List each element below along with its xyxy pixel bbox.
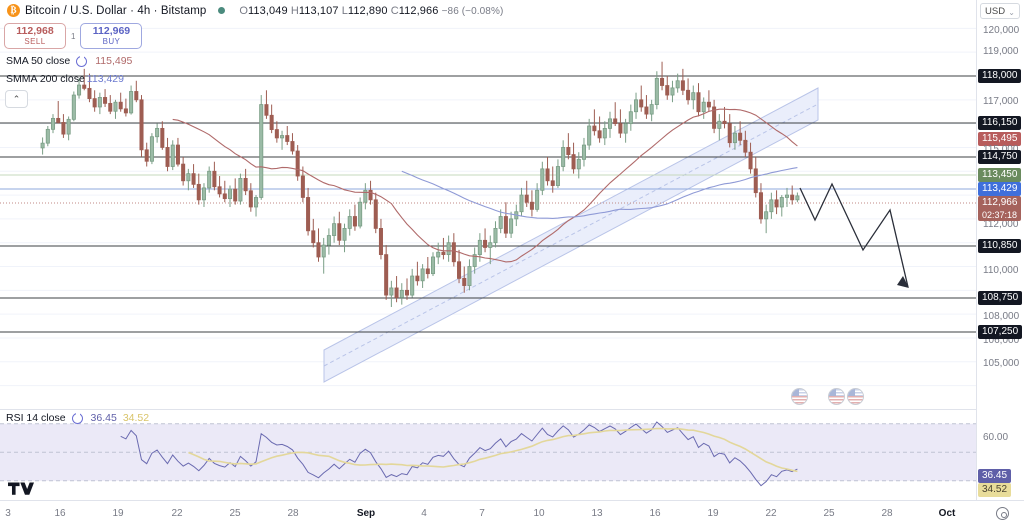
smma200-value: 113,429 bbox=[86, 73, 124, 85]
sma50-value: 115,495 bbox=[95, 55, 133, 67]
price-level-badge: 110,850 bbox=[978, 239, 1022, 253]
rsi-value-badge: 36.45 bbox=[978, 469, 1012, 483]
refresh-icon[interactable] bbox=[71, 411, 83, 424]
rsi-chart-pane[interactable] bbox=[0, 411, 976, 499]
buy-button[interactable]: 112,969 BUY bbox=[80, 23, 143, 49]
time-axis-tick: 16 bbox=[649, 508, 661, 519]
time-axis-tick: 10 bbox=[533, 508, 545, 519]
legend-rsi[interactable]: RSI 14 close 36.45 34.52 bbox=[6, 411, 150, 424]
price-axis[interactable]: USD ⌄ 120,000 119,000 117,000 112,000 110,00… bbox=[976, 0, 1024, 500]
sma-50-line bbox=[172, 108, 798, 263]
time-axis-tick: Sep bbox=[356, 508, 376, 519]
price-chart-svg bbox=[0, 27, 976, 387]
time-axis-tick: 22 bbox=[765, 508, 777, 519]
sma50-name: SMA 50 close bbox=[6, 55, 71, 67]
time-axis-tick: 19 bbox=[707, 508, 719, 519]
rsi-value-badge: 34.52 bbox=[978, 483, 1012, 497]
price-axis-tick: 120,000 bbox=[983, 25, 1020, 36]
time-axis-tick: 28 bbox=[881, 508, 893, 519]
rsi-chart-svg bbox=[0, 421, 976, 487]
high-value: 113,107 bbox=[298, 4, 339, 17]
rsi-axis-tick: 60.00 bbox=[983, 432, 1009, 443]
bitcoin-icon: ₿ bbox=[7, 4, 20, 17]
economic-event-us-1[interactable] bbox=[791, 388, 808, 405]
buy-label: BUY bbox=[102, 37, 121, 46]
bearish-projection-arrow bbox=[799, 182, 909, 288]
open-value: 113,049 bbox=[248, 4, 288, 17]
refresh-icon[interactable] bbox=[76, 54, 88, 67]
rsi-name: RSI 14 close bbox=[6, 412, 66, 424]
time-axis-tick: 22 bbox=[171, 508, 183, 519]
rsi-ma-value: 34.52 bbox=[122, 412, 150, 424]
tradingview-logo bbox=[8, 481, 34, 497]
time-axis-tick: 25 bbox=[823, 508, 835, 519]
buy-price: 112,969 bbox=[92, 25, 131, 37]
price-level-badge: 107,250 bbox=[978, 325, 1023, 339]
chart-header: ₿ Bitcoin / U.S. Dollar · 4h · Bitstamp … bbox=[0, 0, 1024, 21]
time-axis-tick: 25 bbox=[229, 508, 241, 519]
sell-label: SELL bbox=[24, 37, 46, 46]
ohlc-values: O113,049 H113,107 L112,890 C112,966 −86 … bbox=[239, 5, 503, 17]
candlestick-series bbox=[40, 61, 800, 307]
price-axis-tick: 117,000 bbox=[983, 96, 1019, 107]
collapse-pane-button[interactable]: ⌃ bbox=[5, 90, 28, 108]
price-level-badge: 108,750 bbox=[978, 291, 1023, 305]
price-axis-tick: 105,000 bbox=[983, 358, 1020, 369]
price-level-badge: 114,750 bbox=[978, 150, 1022, 164]
price-level-badge: 113,450 bbox=[978, 168, 1022, 182]
legend-sma50[interactable]: SMA 50 close 115,495 bbox=[6, 54, 133, 67]
price-level-badge: 115,495 bbox=[978, 132, 1022, 146]
price-level-badge: 113,429 bbox=[978, 182, 1022, 196]
time-axis-tick: Oct bbox=[938, 508, 956, 519]
legend-smma200[interactable]: SMMA 200 close 113,429 bbox=[6, 73, 124, 85]
current-price-value: 112,966 bbox=[982, 197, 1018, 208]
time-axis-tick: 7 bbox=[479, 508, 485, 519]
current-price-badge: 112,966 02:37:18 bbox=[978, 196, 1022, 221]
price-level-badge: 118,000 bbox=[978, 69, 1022, 83]
channel-midline bbox=[323, 103, 819, 367]
smma200-name: SMMA 200 close bbox=[6, 73, 85, 85]
price-axis-tick: 115,000 bbox=[983, 144, 1018, 155]
price-axis-tick: 112,000 bbox=[983, 219, 1019, 230]
price-axis-tick: 108,000 bbox=[983, 311, 1020, 322]
sell-button[interactable]: 112,968 SELL bbox=[4, 23, 66, 49]
low-label: L bbox=[341, 4, 348, 17]
pane-divider bbox=[0, 409, 976, 410]
price-level-badge: 116,150 bbox=[978, 116, 1022, 130]
time-axis-tick: 4 bbox=[421, 508, 427, 519]
change-value: −86 (−0.08%) bbox=[441, 5, 504, 17]
projection-arrowhead bbox=[897, 276, 909, 288]
close-label: C bbox=[390, 4, 399, 17]
timezone-clock-icon[interactable] bbox=[996, 507, 1009, 520]
currency-value: USD bbox=[985, 6, 1006, 17]
currency-selector[interactable]: USD ⌄ bbox=[980, 3, 1020, 19]
time-axis-tick: 28 bbox=[287, 508, 299, 519]
time-axis-tick: 13 bbox=[591, 508, 603, 519]
rsi-ma-line bbox=[188, 427, 798, 473]
rsi-value: 36.45 bbox=[90, 412, 117, 424]
time-axis-tick: 16 bbox=[54, 508, 66, 519]
time-axis-tick: 19 bbox=[112, 508, 124, 519]
chevron-down-icon: ⌄ bbox=[1008, 8, 1015, 17]
trade-buttons: 112,968 SELL 1 112,969 BUY bbox=[4, 23, 143, 49]
price-axis-tick: 106,000 bbox=[983, 335, 1020, 346]
price-chart-pane[interactable] bbox=[0, 21, 976, 409]
symbol-title[interactable]: Bitcoin / U.S. Dollar · 4h · Bitstamp bbox=[25, 4, 207, 17]
market-open-dot bbox=[218, 7, 226, 14]
economic-event-us-3[interactable] bbox=[847, 388, 864, 405]
low-value: 112,890 bbox=[347, 4, 388, 17]
price-axis-tick: 119,000 bbox=[983, 46, 1019, 57]
time-axis[interactable]: 3 16 19 22 25 28 Sep 4 7 10 13 16 19 22 25 28 Oct bbox=[0, 500, 1024, 527]
economic-event-us-2[interactable] bbox=[828, 388, 845, 405]
high-label: H bbox=[290, 4, 299, 17]
candle-countdown-timer: 02:37:18 bbox=[982, 210, 1018, 220]
open-label: O bbox=[239, 4, 249, 17]
quantity-value[interactable]: 1 bbox=[71, 31, 76, 41]
price-axis-tick: 110,000 bbox=[983, 265, 1019, 276]
time-axis-tick: 3 bbox=[5, 508, 11, 519]
smma-200-line bbox=[401, 167, 798, 219]
close-value: 112,966 bbox=[398, 4, 439, 17]
sell-price: 112,968 bbox=[16, 25, 54, 37]
